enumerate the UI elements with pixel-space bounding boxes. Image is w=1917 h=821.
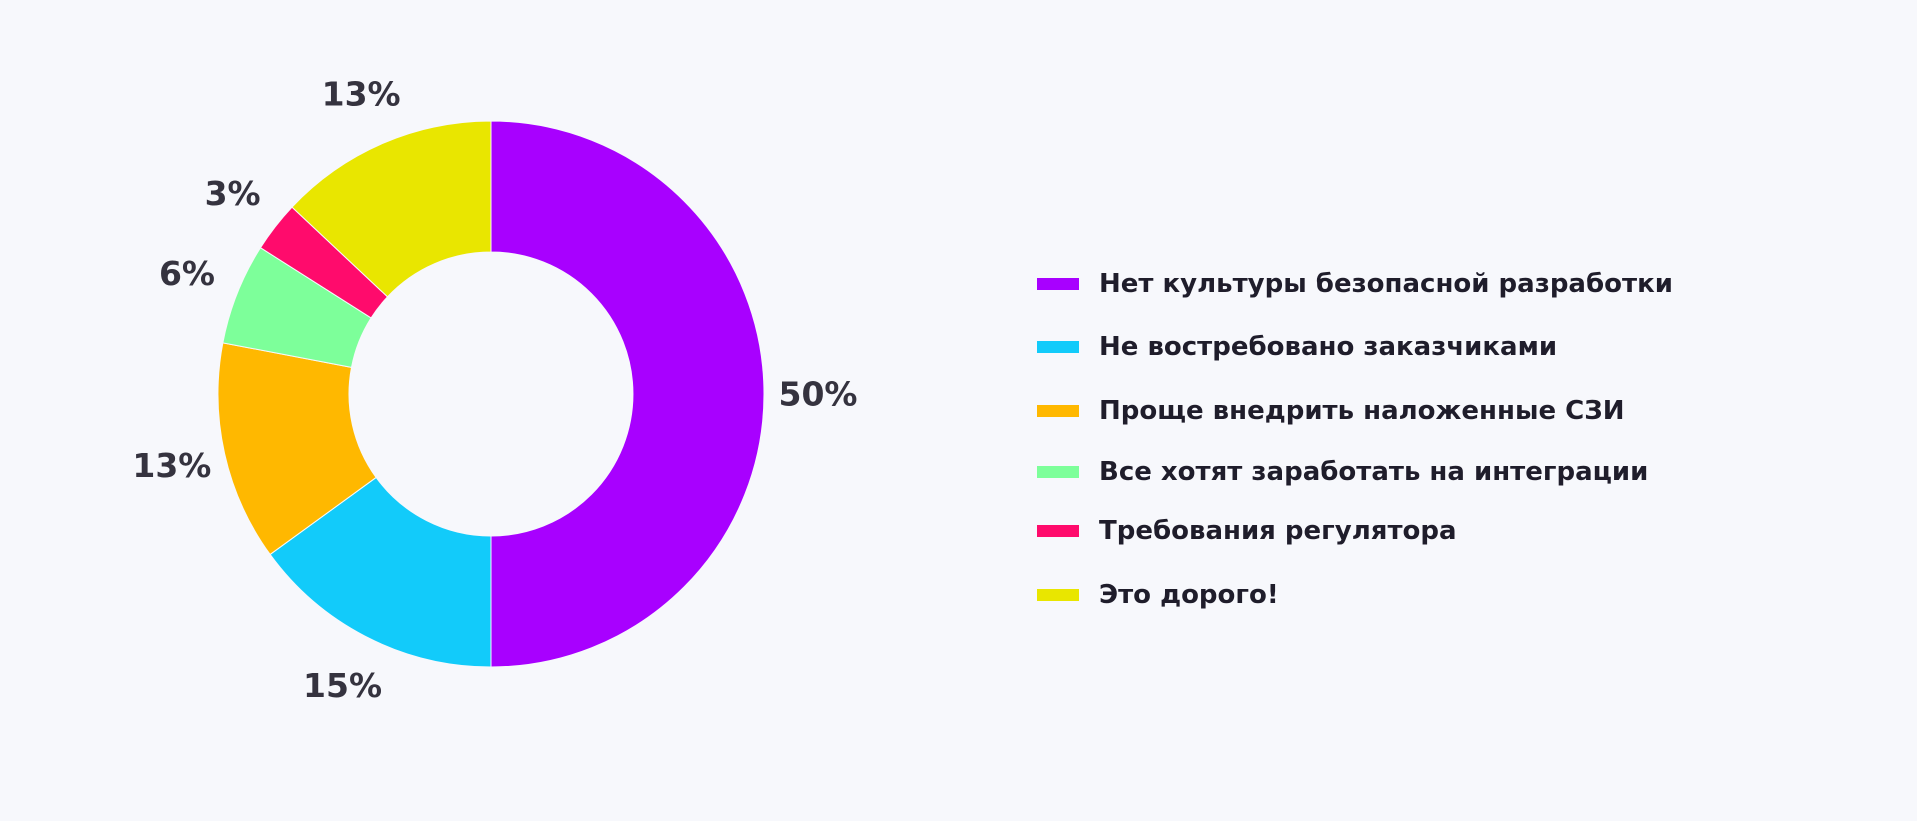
slice-5-percent-label: 3% [205,174,261,213]
legend-item: Проще внедрить наложенные СЗИ [1037,396,1673,426]
slice-labels: 50% 15% 13% 6% 3% 13% [132,74,857,704]
slice-4-percent-label: 6% [159,254,215,293]
legend-swatch [1037,589,1079,601]
legend-item: Нет культуры безопасной разработки [1037,269,1673,299]
legend-item: Требования регулятора [1037,516,1673,546]
legend-swatch [1037,405,1079,417]
legend-item: Не востребовано заказчиками [1037,332,1673,362]
legend-swatch [1037,525,1079,537]
legend-label: Все хотят заработать на интеграции [1099,457,1649,487]
legend-item: Все хотят заработать на интеграции [1037,457,1673,487]
slice-2-segment [269,476,492,668]
slice-2-percent-label: 15% [303,666,382,705]
legend-label: Это дорого! [1099,580,1279,610]
legend-label: Проще внедрить наложенные СЗИ [1099,396,1625,426]
slice-6-segment [291,120,492,298]
slice-1-segment [490,120,765,668]
legend-label: Требования регулятора [1099,516,1457,546]
legend-swatch [1037,341,1079,353]
slice-1-percent-label: 50% [779,375,858,414]
donut-slices [217,120,765,668]
legend-swatch [1037,466,1079,478]
legend-item: Это дорого! [1037,580,1673,610]
slice-6-percent-label: 13% [322,74,401,113]
slice-3-percent-label: 13% [132,446,211,485]
slice-3-segment [217,342,377,556]
legend-swatch [1037,278,1079,290]
legend-label: Не востребовано заказчиками [1099,332,1558,362]
chart-legend: Нет культуры безопасной разработки Не вос… [1037,269,1673,610]
legend-label: Нет культуры безопасной разработки [1099,269,1673,299]
